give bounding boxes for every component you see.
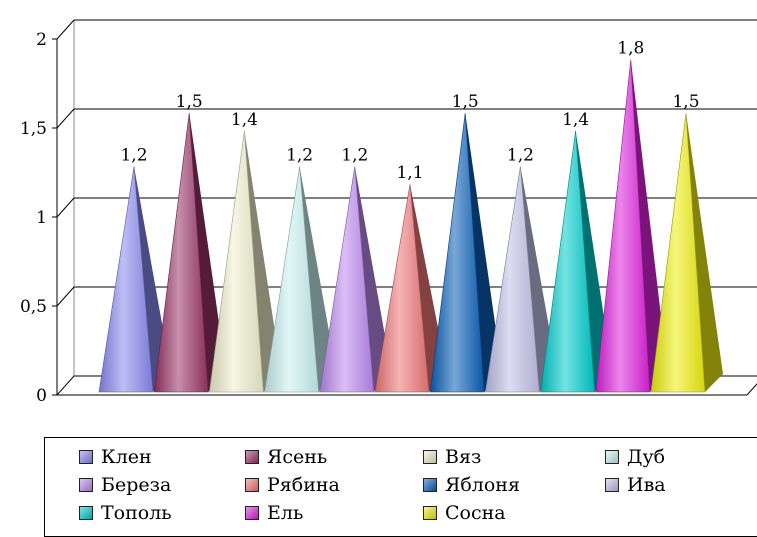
data-label: 1,2 bbox=[120, 145, 147, 165]
cone-4 bbox=[264, 166, 319, 393]
legend-item: Вяз bbox=[423, 447, 481, 467]
data-label: 1,2 bbox=[507, 145, 534, 165]
legend-swatch bbox=[79, 506, 93, 520]
legend-swatch bbox=[79, 478, 93, 492]
legend-swatch bbox=[423, 450, 437, 464]
legend-item: Клен bbox=[79, 447, 152, 467]
cone-2 bbox=[153, 112, 209, 393]
gridline-depth bbox=[56, 19, 75, 40]
cone-1 bbox=[98, 166, 154, 393]
data-label: 1,8 bbox=[617, 39, 644, 59]
data-label: 1,4 bbox=[231, 110, 258, 130]
legend-swatch bbox=[245, 506, 259, 520]
gridline-depth bbox=[56, 108, 75, 129]
legend-swatch bbox=[245, 478, 259, 492]
legend-swatch bbox=[423, 506, 437, 520]
legend-label: Ива bbox=[627, 474, 666, 496]
cone-5 bbox=[319, 166, 375, 393]
legend-label: Тополь bbox=[101, 502, 172, 524]
legend-swatch bbox=[605, 478, 619, 492]
data-label: 1,2 bbox=[341, 145, 368, 165]
cone-side bbox=[299, 166, 337, 392]
data-label: 1,5 bbox=[176, 92, 203, 112]
y-tick-label: 1,5 bbox=[20, 119, 47, 139]
legend-label: Сосна bbox=[445, 502, 506, 524]
cone-side bbox=[686, 113, 723, 392]
legend-item: Ясень bbox=[245, 447, 327, 467]
legend-label: Дуб bbox=[627, 446, 666, 468]
data-label: 1,1 bbox=[396, 163, 423, 183]
cone-8 bbox=[485, 166, 540, 393]
cone-side bbox=[189, 113, 227, 392]
legend-label: Рябина bbox=[267, 474, 340, 496]
legend-item: Яблоня bbox=[423, 475, 520, 495]
cone-7 bbox=[429, 112, 485, 393]
legend-item: Тополь bbox=[79, 503, 172, 523]
gridline-depth bbox=[56, 197, 75, 218]
cone-side bbox=[465, 113, 503, 392]
y-tick-label: 0,5 bbox=[20, 297, 47, 317]
legend-label: Ель bbox=[267, 502, 304, 524]
legend-swatch bbox=[245, 450, 259, 464]
cone-side bbox=[630, 59, 668, 392]
cone-side bbox=[354, 166, 392, 392]
y-tick-label: 2 bbox=[36, 30, 47, 50]
gridline-depth bbox=[56, 286, 75, 307]
y-tick-label: 1 bbox=[36, 208, 47, 228]
legend-label: Береза bbox=[101, 474, 172, 496]
cone-9 bbox=[540, 130, 595, 393]
data-label: 1,2 bbox=[286, 145, 313, 165]
legend-label: Ясень bbox=[267, 446, 328, 468]
legend-label: Вяз bbox=[445, 446, 482, 468]
data-label: 1,5 bbox=[672, 92, 699, 112]
legend-item: Ива bbox=[605, 475, 666, 495]
data-label: 1,4 bbox=[562, 110, 589, 130]
cone-11 bbox=[650, 112, 706, 393]
chart-legend: Клен Ясень Вяз Дуб Береза Рябина Яблоня Ива Топо… bbox=[44, 437, 757, 537]
legend-swatch bbox=[423, 478, 437, 492]
cone-6 bbox=[374, 184, 430, 393]
legend-item: Рябина bbox=[245, 475, 340, 495]
legend-label: Клен bbox=[101, 446, 152, 468]
legend-item: Ель bbox=[245, 503, 303, 523]
cone-10 bbox=[595, 59, 651, 393]
chart: 0 0,5 1 1,5 2 1,2 1,5 1,4 1,2 1,2 1,1 1,5 1,2 1,4 1,8… bbox=[20, 19, 757, 406]
y-tick-label: 0 bbox=[36, 386, 47, 406]
cone-3 bbox=[209, 130, 264, 393]
legend-label: Яблоня bbox=[445, 474, 520, 496]
legend-swatch bbox=[79, 450, 93, 464]
data-label: 1,5 bbox=[452, 92, 479, 112]
legend-item: Сосна bbox=[423, 503, 506, 523]
legend-item: Береза bbox=[79, 475, 171, 495]
legend-swatch bbox=[605, 450, 619, 464]
cone-side bbox=[244, 130, 282, 393]
legend-item: Дуб bbox=[605, 447, 665, 467]
